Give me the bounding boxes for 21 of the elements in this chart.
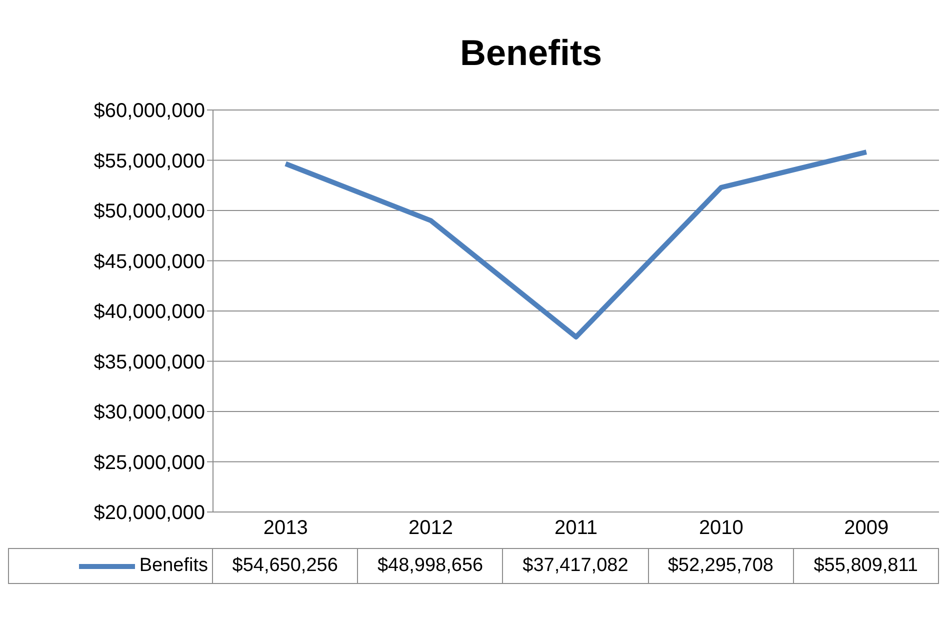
y-tick-label: $55,000,000 bbox=[94, 150, 205, 172]
y-tick-label: $20,000,000 bbox=[94, 502, 205, 524]
x-tick-label: 2013 bbox=[263, 517, 308, 540]
text: $52,295,708 bbox=[668, 555, 774, 576]
text: $48,998,656 bbox=[377, 555, 484, 576]
text: $37,417,082 bbox=[522, 555, 628, 576]
y-tick-label: $60,000,000 bbox=[94, 100, 205, 122]
y-tick-label: $35,000,000 bbox=[94, 351, 205, 374]
y-tick-label: $50,000,000 bbox=[94, 200, 205, 223]
x-tick-label: 2011 bbox=[554, 517, 598, 540]
x-tick-label: 2012 bbox=[408, 517, 454, 540]
x-tick-label: 2009 bbox=[844, 517, 889, 540]
y-tick-label: $25,000,000 bbox=[94, 452, 205, 474]
y-tick-label: $30,000,000 bbox=[94, 402, 205, 424]
y-tick-label: $40,000,000 bbox=[94, 301, 205, 324]
text: $55,809,811 bbox=[814, 555, 918, 576]
x-tick-label: 2010 bbox=[698, 517, 744, 540]
legend-label: Benefits bbox=[139, 555, 208, 577]
chart-title: Benefits bbox=[458, 31, 604, 75]
y-tick-label: $45,000,000 bbox=[94, 250, 205, 273]
text: $54,650,256 bbox=[232, 555, 338, 576]
